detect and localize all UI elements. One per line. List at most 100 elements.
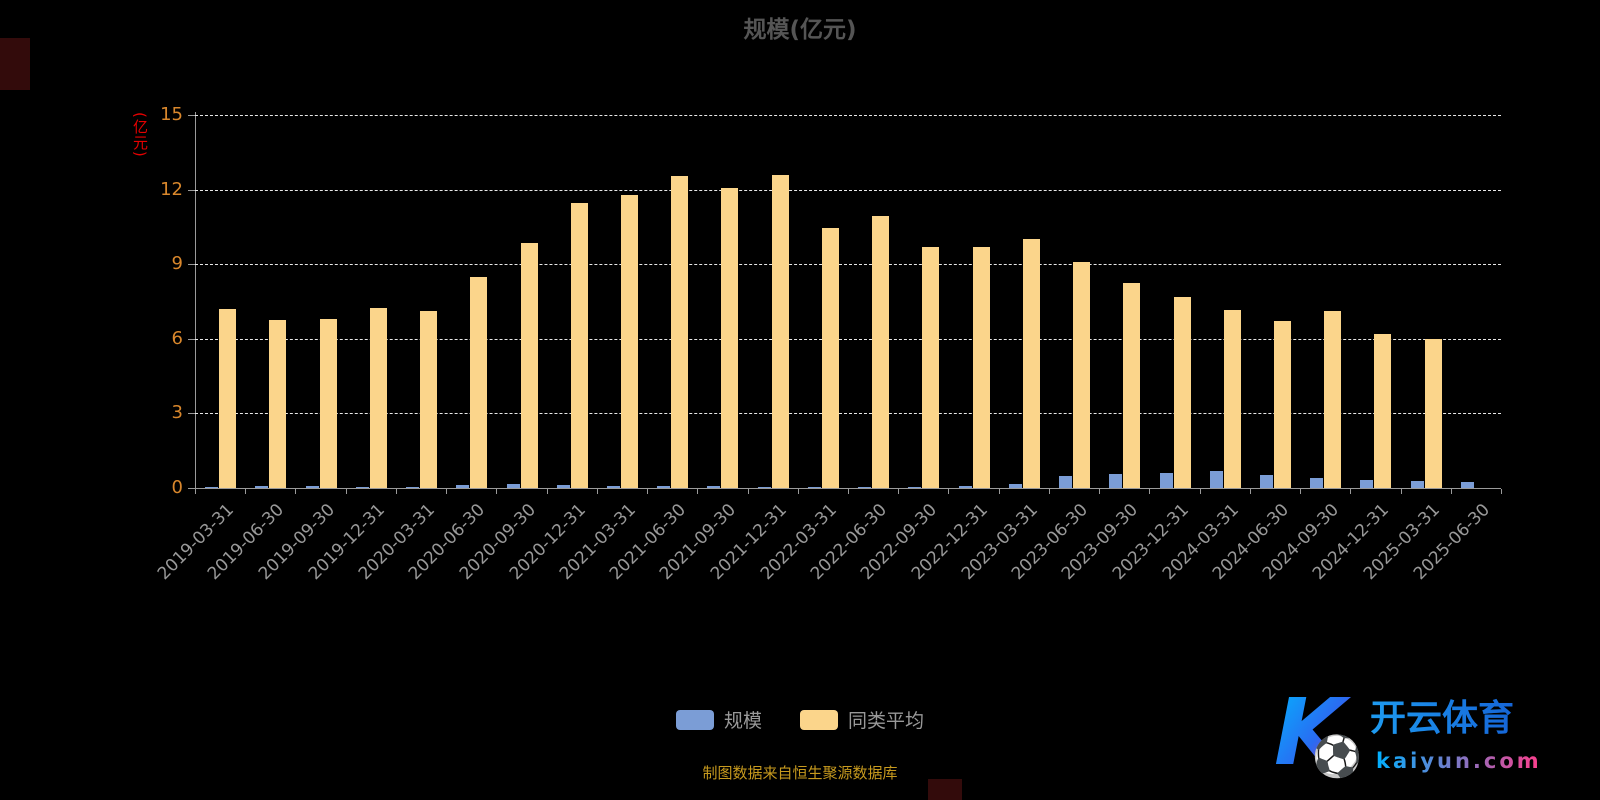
x-tick-mark (597, 489, 598, 494)
bar-规模-2022-03-31[interactable] (808, 487, 821, 488)
bar-规模-2024-12-31[interactable] (1360, 480, 1373, 488)
bar-规模-2022-06-30[interactable] (858, 487, 871, 488)
logo-brand-text: 开云体育 (1370, 698, 1514, 739)
bar-规模-2021-03-31[interactable] (607, 486, 620, 488)
bar-规模-2021-12-31[interactable] (758, 487, 771, 488)
bar-规模-2020-03-31[interactable] (406, 487, 419, 488)
bar-同类平均-2022-03-31[interactable] (822, 228, 839, 488)
bar-规模-2023-03-31[interactable] (1009, 484, 1022, 488)
x-tick-mark (848, 489, 849, 494)
bar-规模-2023-09-30[interactable] (1109, 474, 1122, 488)
y-tick-mark (188, 488, 195, 489)
bar-同类平均-2021-09-30[interactable] (721, 188, 738, 488)
legend-item-scale[interactable]: 规模 (675, 706, 762, 733)
y-tick-mark (188, 413, 195, 414)
bar-同类平均-2020-09-30[interactable] (521, 243, 538, 488)
bar-规模-2024-09-30[interactable] (1310, 478, 1323, 488)
bar-同类平均-2021-06-30[interactable] (671, 176, 688, 488)
x-tick-mark (295, 489, 296, 494)
bar-规模-2019-12-31[interactable] (356, 487, 369, 488)
x-tick-mark (1099, 489, 1100, 494)
logo-letter-k: K (1274, 679, 1351, 786)
bar-同类平均-2024-12-31[interactable] (1374, 334, 1391, 488)
bar-同类平均-2020-06-30[interactable] (470, 277, 487, 488)
bar-同类平均-2024-09-30[interactable] (1324, 311, 1341, 488)
bar-规模-2019-09-30[interactable] (306, 486, 319, 488)
x-tick-mark (1401, 489, 1402, 494)
bar-规模-2024-06-30[interactable] (1260, 475, 1273, 488)
bar-同类平均-2020-12-31[interactable] (571, 203, 588, 488)
y-tick-label: 0 (171, 477, 183, 498)
x-tick-mark (1501, 489, 1502, 494)
y-axis-name: (亿元) (131, 112, 149, 158)
bar-同类平均-2023-03-31[interactable] (1023, 239, 1040, 488)
data-source-note: 制图数据来自恒生聚源数据库 (702, 764, 898, 782)
bar-规模-2020-09-30[interactable] (507, 484, 520, 488)
x-tick-mark (1049, 489, 1050, 494)
x-tick-mark (346, 489, 347, 494)
bar-规模-2021-09-30[interactable] (707, 486, 720, 488)
bar-规模-2021-06-30[interactable] (657, 486, 670, 488)
y-tick-label: 9 (171, 253, 183, 274)
grid-line (195, 413, 1501, 414)
legend-label: 同类平均 (848, 710, 925, 732)
soccer-ball-icon: ⚽ (1310, 733, 1362, 780)
bar-规模-2023-06-30[interactable] (1059, 476, 1072, 488)
x-tick-mark (798, 489, 799, 494)
bar-同类平均-2019-06-30[interactable] (269, 320, 286, 488)
kaiyun-logo: K ⚽ 开云体育 kaiyun.com (1274, 679, 1542, 786)
x-tick-mark (898, 489, 899, 494)
y-tick-mark (188, 190, 195, 191)
x-tick-mark (547, 489, 548, 494)
artifact-block (0, 38, 30, 90)
bar-同类平均-2024-03-31[interactable] (1224, 310, 1241, 488)
bar-同类平均-2021-03-31[interactable] (621, 195, 638, 488)
x-tick-mark (396, 489, 397, 494)
x-tick-mark (245, 489, 246, 494)
bar-规模-2020-06-30[interactable] (456, 485, 469, 488)
bar-同类平均-2022-09-30[interactable] (922, 247, 939, 488)
bar-规模-2025-03-31[interactable] (1411, 481, 1424, 488)
legend-label: 规模 (723, 710, 762, 732)
bar-同类平均-2021-12-31[interactable] (772, 175, 789, 488)
bar-规模-2023-12-31[interactable] (1160, 473, 1173, 488)
bar-同类平均-2022-06-30[interactable] (872, 216, 889, 488)
chart-title: 规模(亿元) (743, 17, 857, 43)
x-axis-line (195, 488, 1501, 489)
y-tick-mark (188, 339, 195, 340)
bar-同类平均-2019-12-31[interactable] (370, 308, 387, 488)
x-tick-mark (195, 489, 196, 494)
bar-规模-2019-06-30[interactable] (255, 486, 268, 488)
bar-同类平均-2024-06-30[interactable] (1274, 321, 1291, 488)
y-tick-label: 3 (171, 402, 183, 423)
grid-line (195, 264, 1501, 265)
logo-domain-text: kaiyun.com (1376, 749, 1542, 773)
bar-同类平均-2023-06-30[interactable] (1073, 262, 1090, 488)
bar-规模-2025-06-30[interactable] (1461, 482, 1474, 488)
bar-同类平均-2020-03-31[interactable] (420, 311, 437, 488)
x-tick-mark (1200, 489, 1201, 494)
bar-规模-2022-09-30[interactable] (908, 487, 921, 488)
bar-同类平均-2025-03-31[interactable] (1425, 339, 1442, 488)
legend: 规模 同类平均 (0, 706, 1600, 733)
x-tick-mark (1250, 489, 1251, 494)
bar-同类平均-2019-03-31[interactable] (219, 309, 236, 488)
bar-规模-2020-12-31[interactable] (557, 485, 570, 488)
grid-line (195, 339, 1501, 340)
y-tick-label: 15 (160, 104, 183, 125)
legend-item-peer-average[interactable]: 同类平均 (800, 706, 924, 733)
x-tick-mark (496, 489, 497, 494)
bar-规模-2019-03-31[interactable] (205, 487, 218, 488)
bar-同类平均-2023-12-31[interactable] (1174, 297, 1191, 488)
bar-同类平均-2019-09-30[interactable] (320, 319, 337, 488)
legend-swatch-orange (800, 709, 838, 730)
bar-同类平均-2023-09-30[interactable] (1123, 283, 1140, 488)
bar-同类平均-2022-12-31[interactable] (973, 247, 990, 488)
bar-规模-2024-03-31[interactable] (1210, 471, 1223, 488)
grid-line (195, 190, 1501, 191)
y-tick-label: 12 (160, 179, 183, 200)
bar-规模-2022-12-31[interactable] (959, 486, 972, 488)
y-tick-mark (188, 264, 195, 265)
x-tick-mark (1350, 489, 1351, 494)
